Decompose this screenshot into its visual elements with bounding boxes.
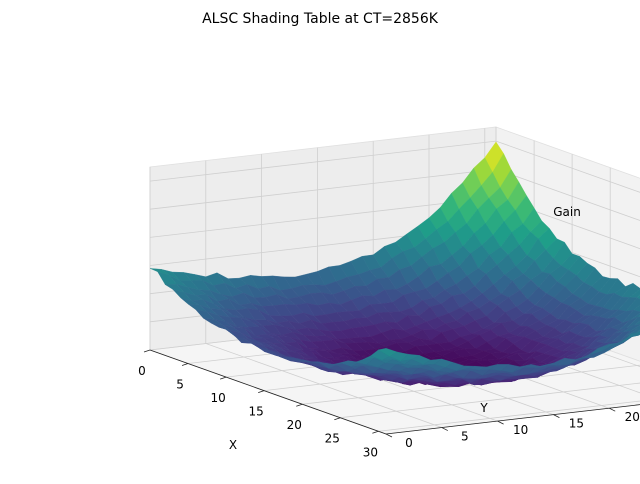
y-tick [386,434,392,437]
x-tick [372,431,378,433]
chart-title: ALSC Shading Table at CT=2856K [0,11,640,27]
y-tick [442,428,448,431]
y-tick [609,408,615,411]
y-tick-label: 20 [625,410,640,424]
z-axis-label: Gain [553,205,581,219]
x-tick-label: 5 [176,378,184,392]
y-tick-label: 5 [461,430,469,444]
x-tick [182,364,188,366]
x-tick [144,350,150,352]
x-tick [220,377,226,379]
x-tick-label: 10 [210,391,225,405]
y-tick-label: 15 [569,417,584,431]
x-tick-label: 0 [138,364,146,378]
x-tick [258,391,264,393]
x-tick-label: 15 [249,405,264,419]
x-tick [296,404,302,406]
x-axis-label: X [229,438,237,452]
y-tick [553,415,559,418]
x-tick-label: 25 [325,432,340,446]
x-tick-label: 30 [363,445,378,459]
y-tick [498,421,504,424]
y-tick-label: 10 [513,423,528,437]
x-tick [334,418,340,420]
y-tick-label: 0 [405,436,413,450]
y-axis-label: Y [479,401,488,415]
x-tick-label: 20 [287,418,302,432]
